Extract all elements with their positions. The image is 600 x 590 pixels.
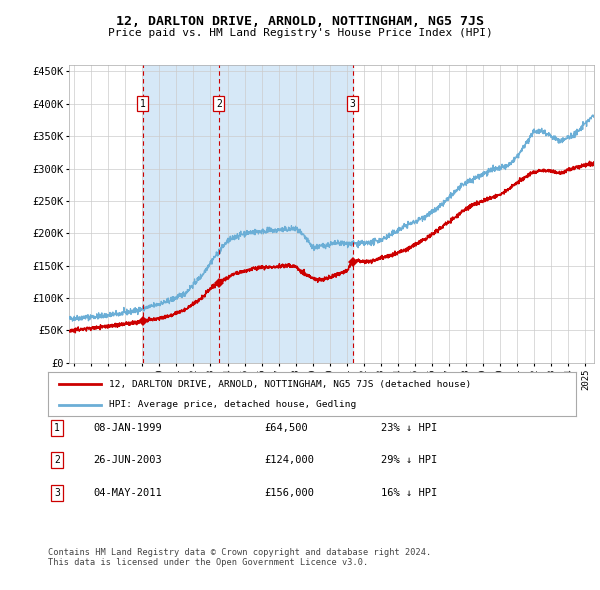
Text: Contains HM Land Registry data © Crown copyright and database right 2024.: Contains HM Land Registry data © Crown c… — [48, 548, 431, 556]
Text: HPI: Average price, detached house, Gedling: HPI: Average price, detached house, Gedl… — [109, 401, 356, 409]
Text: 23% ↓ HPI: 23% ↓ HPI — [381, 423, 437, 432]
Text: This data is licensed under the Open Government Licence v3.0.: This data is licensed under the Open Gov… — [48, 558, 368, 566]
Text: 16% ↓ HPI: 16% ↓ HPI — [381, 488, 437, 497]
Text: Price paid vs. HM Land Registry's House Price Index (HPI): Price paid vs. HM Land Registry's House … — [107, 28, 493, 38]
Text: 3: 3 — [54, 488, 60, 497]
Text: 26-JUN-2003: 26-JUN-2003 — [93, 455, 162, 465]
Text: 12, DARLTON DRIVE, ARNOLD, NOTTINGHAM, NG5 7JS (detached house): 12, DARLTON DRIVE, ARNOLD, NOTTINGHAM, N… — [109, 379, 471, 389]
Text: £124,000: £124,000 — [264, 455, 314, 465]
Text: 29% ↓ HPI: 29% ↓ HPI — [381, 455, 437, 465]
Bar — [219, 65, 353, 363]
Text: 3: 3 — [350, 99, 356, 109]
Bar — [143, 65, 219, 363]
Text: 1: 1 — [54, 423, 60, 432]
Text: 04-MAY-2011: 04-MAY-2011 — [93, 488, 162, 497]
Text: 08-JAN-1999: 08-JAN-1999 — [93, 423, 162, 432]
Text: 1: 1 — [140, 99, 146, 109]
Text: £156,000: £156,000 — [264, 488, 314, 497]
Text: £64,500: £64,500 — [264, 423, 308, 432]
Text: 12, DARLTON DRIVE, ARNOLD, NOTTINGHAM, NG5 7JS: 12, DARLTON DRIVE, ARNOLD, NOTTINGHAM, N… — [116, 15, 484, 28]
Text: 2: 2 — [54, 455, 60, 465]
Text: 2: 2 — [216, 99, 222, 109]
